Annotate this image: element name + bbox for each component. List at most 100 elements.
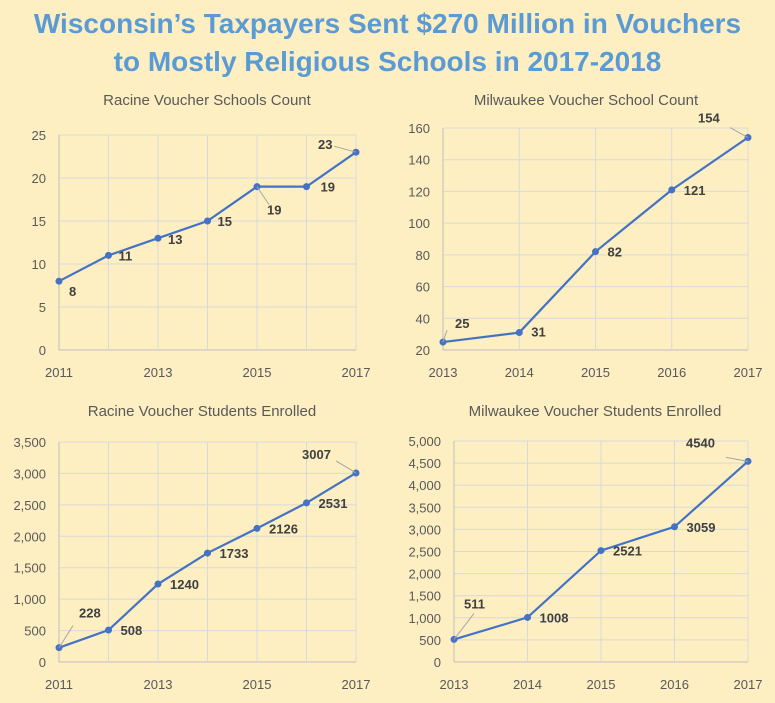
- y-tick-label: 4,000: [408, 478, 441, 493]
- x-tick-label: 2017: [342, 677, 371, 692]
- data-label: 121: [684, 183, 706, 198]
- chart-title: Milwaukee Voucher School Count: [474, 92, 699, 109]
- y-tick-label: 3,500: [13, 435, 46, 450]
- data-point: [668, 186, 676, 194]
- y-tick-label: 500: [419, 633, 441, 648]
- x-tick-label: 2013: [144, 365, 173, 380]
- data-point: [204, 217, 211, 225]
- data-point: [55, 277, 63, 285]
- y-tick-label: 1,000: [408, 611, 441, 626]
- y-tick-label: 20: [416, 343, 430, 358]
- data-label: 31: [531, 325, 545, 340]
- y-tick-label: 3,000: [13, 466, 46, 481]
- data-point: [515, 329, 523, 337]
- x-tick-label: 2016: [657, 365, 686, 380]
- y-tick-label: 3,500: [408, 500, 441, 515]
- x-tick-label: 2015: [243, 677, 272, 692]
- data-point: [303, 499, 310, 507]
- y-tick-label: 2,500: [13, 498, 46, 513]
- x-tick-label: 2014: [505, 365, 534, 380]
- y-tick-label: 1,000: [13, 592, 46, 607]
- x-tick-label: 2014: [513, 677, 542, 692]
- data-label: 2521: [613, 544, 642, 559]
- data-label: 511: [464, 596, 485, 611]
- data-label: 8: [69, 284, 76, 299]
- y-tick-label: 1,500: [13, 561, 46, 576]
- y-tick-label: 1,500: [408, 589, 441, 604]
- y-tick-label: 160: [408, 121, 430, 136]
- data-label: 3007: [302, 447, 331, 462]
- data-point: [592, 248, 599, 256]
- x-tick-label: 2013: [144, 677, 173, 692]
- y-tick-label: 120: [408, 184, 430, 199]
- data-point: [303, 183, 310, 191]
- y-tick-label: 4,500: [408, 456, 441, 471]
- leader-line: [453, 613, 475, 640]
- data-point: [105, 626, 112, 634]
- data-label: 82: [608, 245, 622, 260]
- chart-3: Racine Voucher Students Enrolled 0 500 1,00…: [13, 403, 370, 692]
- y-tick-label: 2,000: [13, 529, 46, 544]
- leader-line: [58, 625, 74, 648]
- data-label: 508: [121, 623, 143, 638]
- chart-2: Milwaukee Voucher School Count 20 40 60 80 10…: [408, 92, 762, 380]
- data-label: 1008: [540, 610, 569, 625]
- data-label: 25: [455, 316, 469, 331]
- data-point: [154, 580, 162, 588]
- leader-line: [256, 186, 270, 205]
- page-title-line2: to Mostly Religious Schools in 2017-2018: [113, 46, 662, 77]
- data-point: [253, 524, 261, 532]
- data-point: [105, 251, 112, 259]
- x-tick-label: 2016: [660, 677, 689, 692]
- page-title-line1: Wisconsin’s Taxpayers Sent $270 Million …: [33, 8, 742, 39]
- y-tick-label: 3,000: [408, 522, 441, 537]
- data-label: 3059: [687, 520, 716, 535]
- leader-line: [729, 127, 749, 138]
- data-label: 19: [267, 203, 281, 218]
- data-label: 1733: [220, 546, 249, 561]
- chart-title: Milwaukee Voucher Students Enrolled: [469, 403, 722, 420]
- leader-line: [335, 460, 357, 474]
- y-tick-label: 140: [408, 153, 430, 168]
- chart-title: Racine Voucher Students Enrolled: [88, 403, 316, 420]
- y-tick-label: 20: [32, 171, 46, 186]
- data-point: [204, 549, 211, 557]
- x-tick-label: 2017: [734, 677, 763, 692]
- y-tick-label: 100: [408, 216, 430, 231]
- y-tick-label: 5,000: [408, 434, 441, 449]
- y-tick-label: 10: [32, 257, 46, 272]
- data-label: 19: [321, 180, 335, 195]
- data-label: 1240: [170, 577, 199, 592]
- x-tick-label: 2015: [587, 677, 616, 692]
- y-tick-label: 80: [416, 248, 430, 263]
- x-tick-label: 2017: [342, 365, 371, 380]
- y-tick-label: 2,500: [408, 545, 441, 560]
- chart-title: Racine Voucher Schools Count: [103, 92, 311, 109]
- data-point: [671, 523, 678, 531]
- data-label: 228: [79, 606, 101, 621]
- data-label: 13: [168, 232, 182, 247]
- x-tick-label: 2017: [734, 365, 763, 380]
- y-tick-label: 0: [39, 343, 46, 358]
- y-tick-label: 2,000: [408, 567, 441, 582]
- x-tick-label: 2013: [429, 365, 458, 380]
- leader-line: [442, 329, 448, 343]
- x-tick-label: 2015: [243, 365, 272, 380]
- data-label: 2531: [319, 496, 348, 511]
- y-tick-label: 15: [32, 214, 46, 229]
- data-point: [524, 613, 531, 621]
- data-label: 11: [119, 248, 133, 263]
- data-label: 15: [218, 214, 232, 229]
- x-tick-label: 2013: [440, 677, 469, 692]
- y-tick-label: 0: [39, 655, 46, 670]
- y-tick-label: 0: [434, 655, 441, 670]
- data-label: 4540: [686, 435, 715, 450]
- y-tick-label: 40: [416, 311, 430, 326]
- leader-line: [725, 456, 749, 462]
- data-label: 2126: [269, 521, 298, 536]
- chart-4: Milwaukee Voucher Students Enrolled 0 500 1…: [408, 403, 762, 692]
- x-tick-label: 2015: [581, 365, 610, 380]
- y-tick-label: 60: [416, 280, 430, 295]
- data-label: 23: [318, 137, 332, 152]
